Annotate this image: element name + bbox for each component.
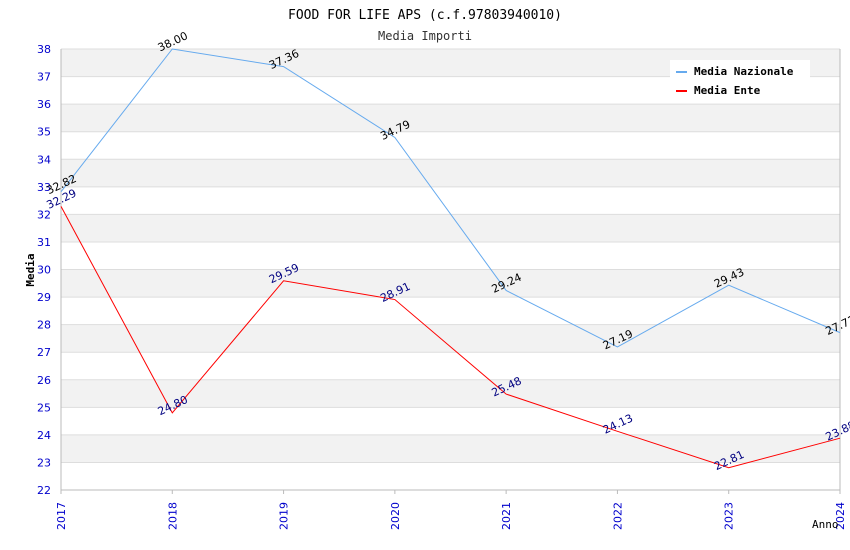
chart-title: FOOD FOR LIFE APS (c.f.97803940010) [288,8,562,23]
y-tick-label: 27 [37,346,51,359]
grid-band [61,434,840,463]
y-axis-label: Media [24,253,37,286]
x-tick-label: 2020 [389,502,402,530]
y-tick-label: 22 [37,484,51,497]
y-tick-label: 26 [37,374,51,387]
series-line-ente [60,206,841,469]
x-tick-label: 2021 [500,502,513,530]
data-label: 24.13 [601,412,635,437]
data-label: 27.71 [823,313,850,338]
grid-band [61,214,840,242]
legend-box [670,60,810,100]
y-tick-label: 33 [37,181,51,194]
grid-band [61,269,840,298]
x-tick-labels: 2017 2018 2019 2020 2021 2022 2023 2024 [55,490,847,530]
x-tick-label: 2019 [278,502,291,530]
y-tick-label: 25 [37,401,51,414]
y-tick-label: 38 [37,43,51,56]
series-lines [60,48,841,469]
legend: Media Nazionale Media Ente [670,60,810,100]
y-tick-labels: 22 23 24 25 26 27 28 29 30 31 32 33 34 35 36 37 38 [37,43,51,497]
y-tick-label: 31 [37,236,51,249]
y-tick-label: 34 [37,153,51,166]
grid-band [61,324,840,353]
y-tick-label: 37 [37,71,51,84]
x-tick-label: 2018 [166,502,179,530]
x-tick-label: 2022 [611,502,624,530]
data-label: 23.88 [823,418,850,443]
legend-label-ente: Media Ente [694,84,761,97]
axes [60,49,841,491]
y-tick-label: 23 [37,456,51,469]
y-tick-label: 36 [37,98,51,111]
grid-band [61,159,840,187]
y-tick-label: 30 [37,264,51,277]
y-tick-label: 29 [37,291,51,304]
grid-bands [61,48,840,491]
y-tick-label: 24 [37,429,51,442]
y-tick-label: 35 [37,126,51,139]
y-tick-label: 32 [37,208,51,221]
y-tick-label: 28 [37,319,51,332]
x-tick-label: 2024 [834,502,847,530]
grid-band [61,379,840,408]
x-axis-label: Anno [812,518,839,531]
chart-subtitle: Media Importi [378,29,472,43]
legend-label-nazionale: Media Nazionale [694,65,794,78]
x-tick-label: 2023 [723,502,736,530]
grid-band [61,104,840,132]
series-line-nazionale [60,48,841,348]
x-tick-label: 2017 [55,502,68,530]
